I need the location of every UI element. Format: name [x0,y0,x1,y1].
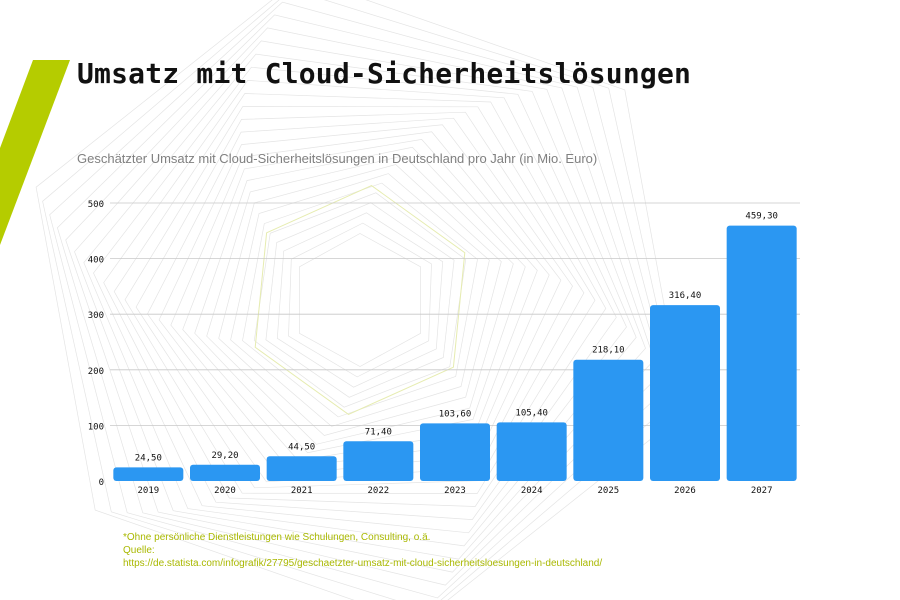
bar-2025 [573,359,644,481]
y-tick-label: 300 [88,311,104,321]
x-tick-label: 2025 [597,486,619,496]
bar-2023 [420,423,490,481]
y-tick-label: 500 [88,200,104,210]
decor-ring [83,53,637,547]
x-tick-label: 2023 [444,486,466,496]
y-tick-label: 0 [99,478,104,488]
y-tick-label: 100 [88,422,104,432]
x-axis-ticks: 2019 2020 2021 2022 2023 2024 2025 2026 2027 [137,486,772,496]
footnote-note: *Ohne persönliche Dienstleistungen wie S… [123,532,431,543]
data-label: 71,40 [365,427,392,437]
footnote: *Ohne persönliche Dienstleistungen wie S… [123,531,602,570]
decor-ring [230,173,490,427]
x-tick-label: 2019 [137,486,159,496]
data-label: 103,60 [439,409,472,419]
decor-ring [206,155,514,445]
data-labels: 24,50 29,20 44,50 71,40 103,60 105,40 218,10 31… [135,212,778,464]
bar-2020 [190,464,260,481]
y-tick-label: 200 [88,367,104,377]
x-tick-label: 2020 [214,486,236,496]
decor-ring [113,93,607,507]
data-label: 29,20 [211,451,238,461]
data-label: 105,40 [515,408,548,418]
x-tick-label: 2027 [751,486,773,496]
y-tick-label: 400 [88,256,104,266]
decor-ring [265,202,455,398]
decor-ring [242,182,478,418]
decor-ring [93,66,627,534]
decor-ring-accent [254,185,466,415]
decor-ring [299,233,421,367]
x-tick-label: 2022 [367,486,389,496]
decor-ring [135,111,585,489]
chart-subtitle: Geschätzter Umsatz mit Cloud-Sicherheits… [77,151,598,166]
bar-2021 [266,456,337,481]
data-label: 218,10 [592,346,625,356]
page-title: Umsatz mit Cloud-Sicherheitslösungen [77,57,692,90]
y-axis-ticks: 0 100 200 300 400 500 [88,200,104,488]
decor-ring [288,222,432,378]
bars [113,225,797,481]
bar-2024 [496,422,567,481]
bar-2027 [726,225,797,481]
accent-stripe [0,60,70,245]
bar-2019 [113,467,184,481]
x-tick-label: 2021 [291,486,313,496]
data-label: 24,50 [135,453,162,463]
bar-2026 [650,305,720,481]
bar-2022 [343,441,414,481]
footnote-source-url[interactable]: https://de.statista.com/infografik/27795… [123,558,603,569]
decor-ring [194,146,526,454]
decor-ring [147,117,573,483]
x-tick-label: 2024 [521,486,543,496]
data-label: 459,30 [745,212,778,222]
footnote-source-label: Quelle: [123,545,155,556]
decor-ring [103,80,617,520]
decor-ring [253,192,467,408]
data-label: 44,50 [288,442,315,452]
decor-ring [124,106,596,494]
x-tick-label: 2026 [674,486,696,496]
decor-ring [276,212,444,388]
data-label: 316,40 [669,291,702,301]
decor-ring [74,40,646,560]
